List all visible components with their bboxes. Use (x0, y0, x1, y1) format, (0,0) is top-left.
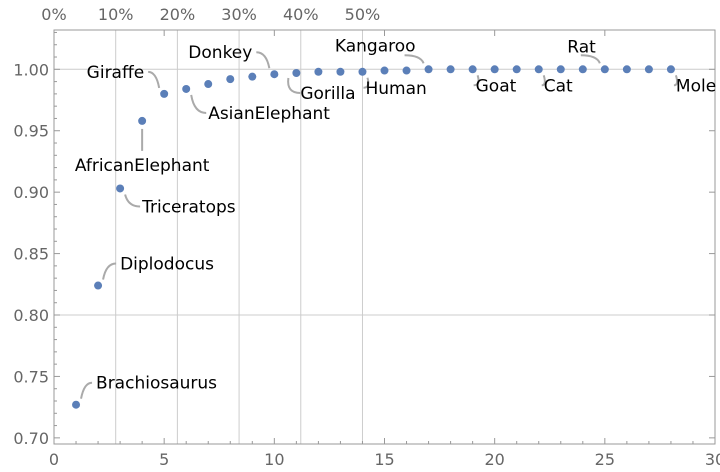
x-tick-label: 25 (595, 450, 615, 469)
leader-layer (80, 51, 679, 399)
annotation-leader (80, 381, 93, 399)
data-point (666, 65, 675, 74)
x-tick-label: 5 (159, 450, 169, 469)
data-point (622, 65, 631, 74)
annotation-leader (673, 75, 679, 87)
annotation-leader (541, 75, 546, 87)
annotation-label: Triceratops (141, 197, 236, 217)
data-point (94, 281, 103, 290)
data-point (556, 65, 565, 74)
data-point (358, 67, 367, 76)
x-tick-label: 30 (705, 450, 720, 469)
annotation-label: Diplodocus (120, 255, 214, 275)
top-axis-tick-label: 40% (283, 5, 319, 24)
annotation-label: AsianElephant (208, 104, 330, 124)
annotation-leader (102, 262, 117, 280)
data-point (512, 65, 521, 74)
data-point (468, 65, 477, 74)
points-layer (72, 65, 675, 409)
data-point (336, 67, 345, 76)
data-point (160, 89, 169, 98)
axes-layer: 0 5 10 15 20 25 30 0.70 0.75 0.80 0.85 0.90 0.95 1.00… (13, 5, 720, 469)
data-point (314, 67, 323, 76)
y-tick-label: 1.00 (13, 60, 49, 79)
annotation-label: Gorilla (300, 84, 355, 104)
y-tick-label: 0.70 (13, 429, 49, 448)
data-point (446, 65, 455, 74)
data-point (292, 68, 301, 77)
annotation-leader (580, 54, 601, 64)
top-axis-tick-label: 20% (160, 5, 196, 24)
annotation-label: Cat (544, 76, 573, 96)
y-tick-label: 0.90 (13, 183, 49, 202)
annotation-leader (190, 94, 207, 114)
data-point (534, 65, 543, 74)
data-point (578, 65, 587, 74)
data-point (644, 65, 653, 74)
annotation-label: Human (365, 79, 426, 99)
x-tick-label: 10 (264, 450, 284, 469)
data-point (116, 184, 125, 193)
annotation-label: AfricanElephant (75, 156, 210, 176)
annotation-leader (363, 77, 370, 89)
top-axis-tick-label: 10% (98, 5, 134, 24)
top-axis-tick-label: 30% (221, 5, 257, 24)
top-axis-tick-label: 50% (345, 5, 381, 24)
labels-layer: Brachiosaurus Diplodocus Triceratops Africa… (75, 36, 716, 393)
data-point (270, 70, 279, 79)
data-point (138, 116, 147, 125)
data-point (600, 65, 609, 74)
annotation-label: Donkey (188, 43, 252, 63)
annotation-leader (148, 70, 161, 89)
annotation-label: Rat (567, 37, 596, 57)
data-point (182, 84, 191, 93)
data-point (204, 80, 213, 89)
y-tick-label: 0.95 (13, 122, 49, 141)
data-point (380, 66, 389, 75)
data-point (402, 66, 411, 75)
annotation-label: Brachiosaurus (96, 374, 217, 394)
annotation-label: Goat (476, 76, 517, 96)
x-tick-label: 15 (374, 450, 394, 469)
annotation-label: Mole (676, 76, 716, 96)
annotation-label: Giraffe (87, 63, 144, 83)
data-point (248, 72, 257, 81)
annotation-leader (124, 194, 141, 208)
x-tick-label: 20 (484, 450, 504, 469)
top-axis-tick-label: 0% (41, 5, 66, 24)
annotation-leader (287, 77, 301, 94)
y-tick-label: 0.75 (13, 367, 49, 386)
y-tick-label: 0.85 (13, 245, 49, 264)
data-point (424, 65, 433, 74)
data-point (226, 75, 235, 84)
annotation-leader (473, 75, 480, 87)
y-tick-label: 0.80 (13, 306, 49, 325)
annotation-label: Kangaroo (335, 36, 416, 56)
x-tick-label: 0 (49, 450, 59, 469)
data-point (490, 65, 499, 74)
annotation-leader (256, 51, 271, 69)
annotation-leader (404, 54, 425, 64)
data-point (72, 400, 81, 409)
